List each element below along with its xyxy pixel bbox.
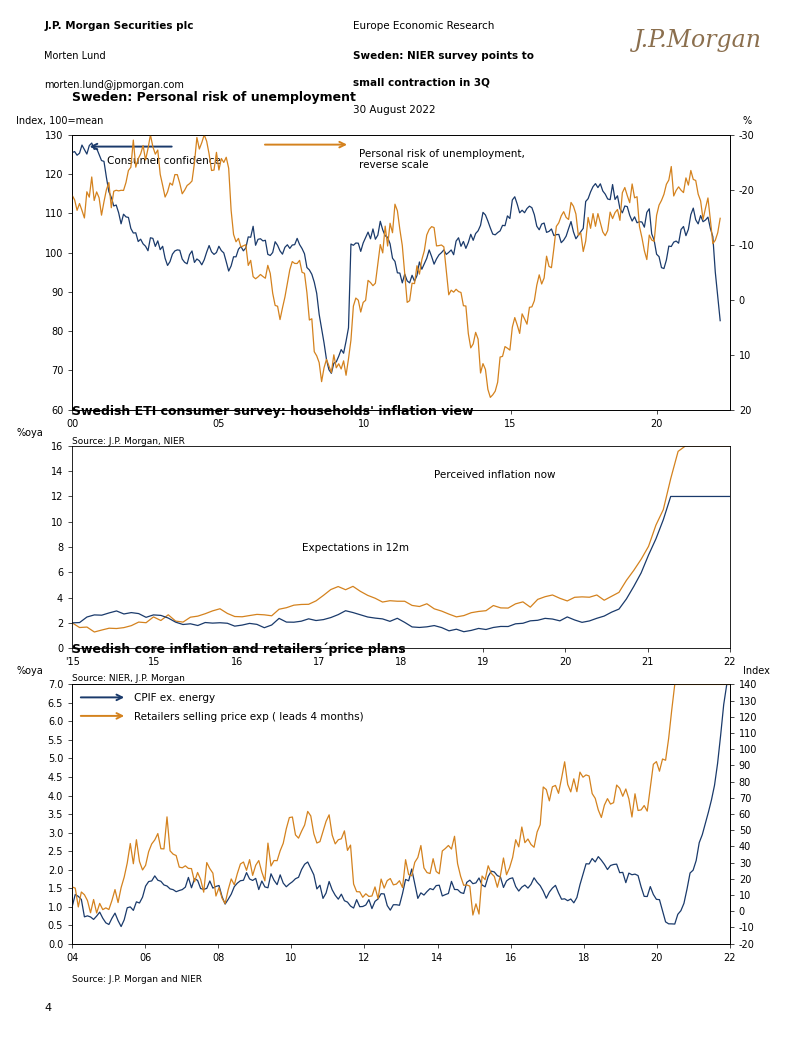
- Text: %oya: %oya: [16, 666, 43, 676]
- Text: Perceived inflation now: Perceived inflation now: [434, 470, 555, 480]
- Text: small contraction in 3Q: small contraction in 3Q: [353, 78, 490, 87]
- Text: 4: 4: [44, 1003, 51, 1013]
- Text: Sweden: Personal risk of unemployment: Sweden: Personal risk of unemployment: [72, 91, 356, 104]
- Text: Index: Index: [743, 666, 770, 676]
- Text: Index, 100=mean: Index, 100=mean: [16, 115, 103, 125]
- Text: J.P.Morgan: J.P.Morgan: [634, 28, 762, 52]
- Text: Swedish ETI consumer survey: households' inflation view: Swedish ETI consumer survey: households'…: [72, 405, 474, 419]
- Text: morten.lund@jpmorgan.com: morten.lund@jpmorgan.com: [44, 80, 184, 90]
- Text: Sweden: NIER survey points to: Sweden: NIER survey points to: [353, 51, 534, 61]
- Text: Source: J.P. Morgan, NIER: Source: J.P. Morgan, NIER: [72, 438, 185, 446]
- Text: %oya: %oya: [16, 427, 43, 438]
- Text: Consumer confidence: Consumer confidence: [107, 157, 221, 166]
- Text: 30 August 2022: 30 August 2022: [353, 105, 435, 115]
- Text: J.P. Morgan Securities plc: J.P. Morgan Securities plc: [44, 21, 193, 30]
- Text: Personal risk of unemployment,
reverse scale: Personal risk of unemployment, reverse s…: [358, 148, 525, 170]
- Text: Retailers selling price exp ( leads 4 months): Retailers selling price exp ( leads 4 mo…: [134, 711, 364, 722]
- Text: %: %: [743, 115, 752, 125]
- Text: Expectations in 12m: Expectations in 12m: [302, 543, 409, 553]
- Text: Swedish core inflation and retailers´price plans: Swedish core inflation and retailers´pri…: [72, 643, 406, 656]
- Text: CPIF ex. energy: CPIF ex. energy: [134, 693, 216, 703]
- Text: Source: J.P. Morgan and NIER: Source: J.P. Morgan and NIER: [72, 975, 202, 984]
- Text: Source: NIER, J.P. Morgan: Source: NIER, J.P. Morgan: [72, 674, 185, 683]
- Text: Europe Economic Research: Europe Economic Research: [353, 21, 494, 30]
- Text: Morten Lund: Morten Lund: [44, 51, 106, 61]
